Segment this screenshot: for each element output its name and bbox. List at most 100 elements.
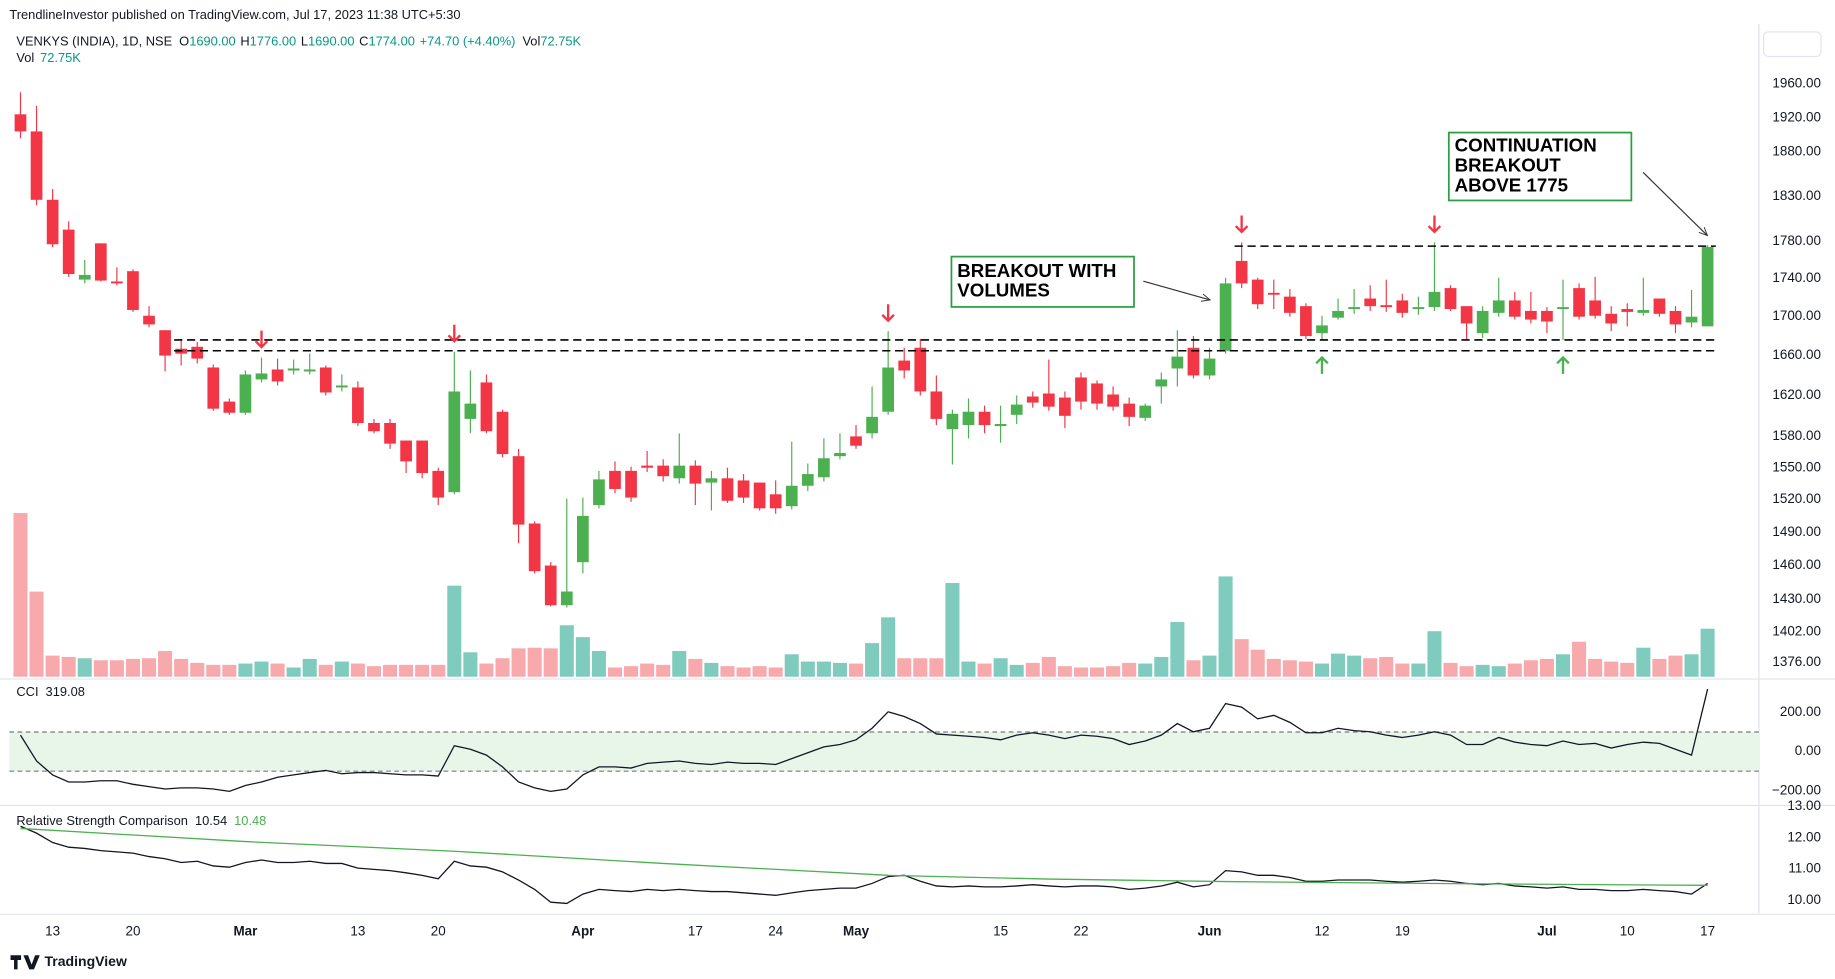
high-value: 1776.00 (250, 34, 296, 49)
volume-bar (1298, 661, 1313, 677)
footer-logo: TradingView (10, 953, 127, 970)
volume-bar (1572, 641, 1587, 677)
candle-body (143, 315, 155, 325)
candle-body (1476, 310, 1489, 334)
candle-body (1637, 309, 1650, 313)
volume-bar (1347, 655, 1362, 677)
candle-body (480, 382, 493, 432)
publisher-line: TrendlineInvestor published on TradingVi… (9, 7, 460, 22)
volume-bar (1411, 663, 1426, 677)
candle-body (560, 591, 573, 606)
x-tick-label: 17 (688, 923, 703, 938)
vol-value: 72.75K (540, 34, 581, 49)
volume-bar (800, 661, 815, 677)
candle-body (1508, 300, 1521, 317)
volume-bar (688, 658, 703, 677)
y-tick-label: 1460.00 (1772, 557, 1821, 572)
volume-bar (1314, 663, 1330, 677)
candle-body (1364, 298, 1377, 307)
x-tick-label: 24 (768, 923, 783, 938)
volume-bar (1475, 664, 1490, 677)
candle-body (673, 465, 686, 479)
x-tick-label: 22 (1073, 923, 1088, 938)
candle-body (1042, 393, 1055, 407)
cci-title: CCI (16, 685, 38, 700)
volume-bar (77, 658, 92, 677)
candle-body (528, 523, 541, 572)
y-tick-label: 1430.00 (1772, 591, 1821, 606)
candle-body (930, 391, 943, 419)
volume-bar (1539, 658, 1554, 677)
y-tick-label: −200.00 (1772, 782, 1821, 797)
candle-body (1589, 300, 1601, 316)
annotation-arrow (1143, 280, 1210, 300)
candle-body (1444, 288, 1457, 310)
candle-body (1010, 404, 1023, 415)
volume-bar (383, 664, 398, 677)
annotation-text: ABOVE 1775 (1455, 174, 1568, 195)
candle-body (384, 422, 396, 444)
volume-bar (238, 663, 253, 677)
volume-bar (672, 651, 687, 677)
candle-body (753, 482, 766, 509)
volume-bar (624, 666, 639, 677)
rsc-legend: Relative Strength Comparison 10.54 10.48 (16, 813, 266, 828)
legend-line: VENKYS (INDIA), 1D, NSE O1690.00 H1776.00 L… (16, 34, 581, 49)
candle-body (544, 565, 557, 606)
volume-bar (206, 664, 221, 677)
volume-bar (93, 660, 108, 677)
vol-key: Vol (16, 50, 34, 65)
candle-body (1492, 300, 1505, 313)
y-tick-label: 1550.00 (1772, 459, 1821, 474)
volume-bar (190, 662, 205, 677)
footer-text: TradingView (44, 953, 126, 969)
series-line (20, 827, 1708, 886)
x-tick-label: 19 (1395, 923, 1410, 938)
annotation-text: BREAKOUT (1455, 154, 1562, 175)
candle-body (689, 465, 702, 484)
volume-bar (45, 655, 60, 677)
volume-bar (318, 664, 333, 677)
vol-value: 72.75K (40, 50, 81, 65)
candle-body (1267, 292, 1280, 295)
candle-body (898, 360, 911, 371)
volume-bar (1459, 666, 1474, 677)
volume-bar (1073, 667, 1088, 677)
volume-bar (929, 658, 944, 677)
y-tick-label: 10.00 (1787, 892, 1821, 907)
down-arrow (447, 324, 461, 343)
candle-body (271, 369, 284, 382)
candle-body (1123, 403, 1136, 417)
volume-bar (1057, 666, 1072, 677)
high-key: H (240, 34, 249, 49)
volume-bar (1700, 628, 1715, 677)
y-tick-label: 0.00 (1795, 743, 1821, 758)
volume-bar (1331, 653, 1346, 677)
candle-body (866, 416, 878, 434)
scale-button[interactable] (1763, 31, 1822, 58)
volume-bar (977, 663, 992, 677)
volume-bar (961, 661, 976, 677)
candle-body (416, 440, 429, 474)
volume-bar (1282, 660, 1297, 677)
volume-bar (1090, 667, 1105, 677)
x-tick-label: 13 (350, 923, 365, 938)
candle-body (14, 114, 27, 132)
x-tick-label: Jun (1198, 923, 1222, 938)
candle-body (1653, 298, 1666, 314)
x-tick-label: Apr (571, 923, 595, 938)
volume-bar (1636, 647, 1651, 677)
candle-body (1091, 383, 1103, 404)
candle-body (1107, 394, 1119, 407)
volume-bar (1427, 631, 1442, 677)
volume-bar (1491, 666, 1506, 677)
candle-body (400, 440, 412, 462)
x-tick-label: 20 (125, 923, 140, 938)
volume-bar (752, 666, 767, 677)
annotation: BREAKOUT WITH VOLUMES (950, 255, 1210, 308)
volume-bar (1588, 658, 1603, 677)
volume-bar (816, 661, 831, 677)
candle-body (1219, 283, 1232, 351)
candle-body (432, 470, 445, 498)
candle-body (287, 368, 300, 371)
